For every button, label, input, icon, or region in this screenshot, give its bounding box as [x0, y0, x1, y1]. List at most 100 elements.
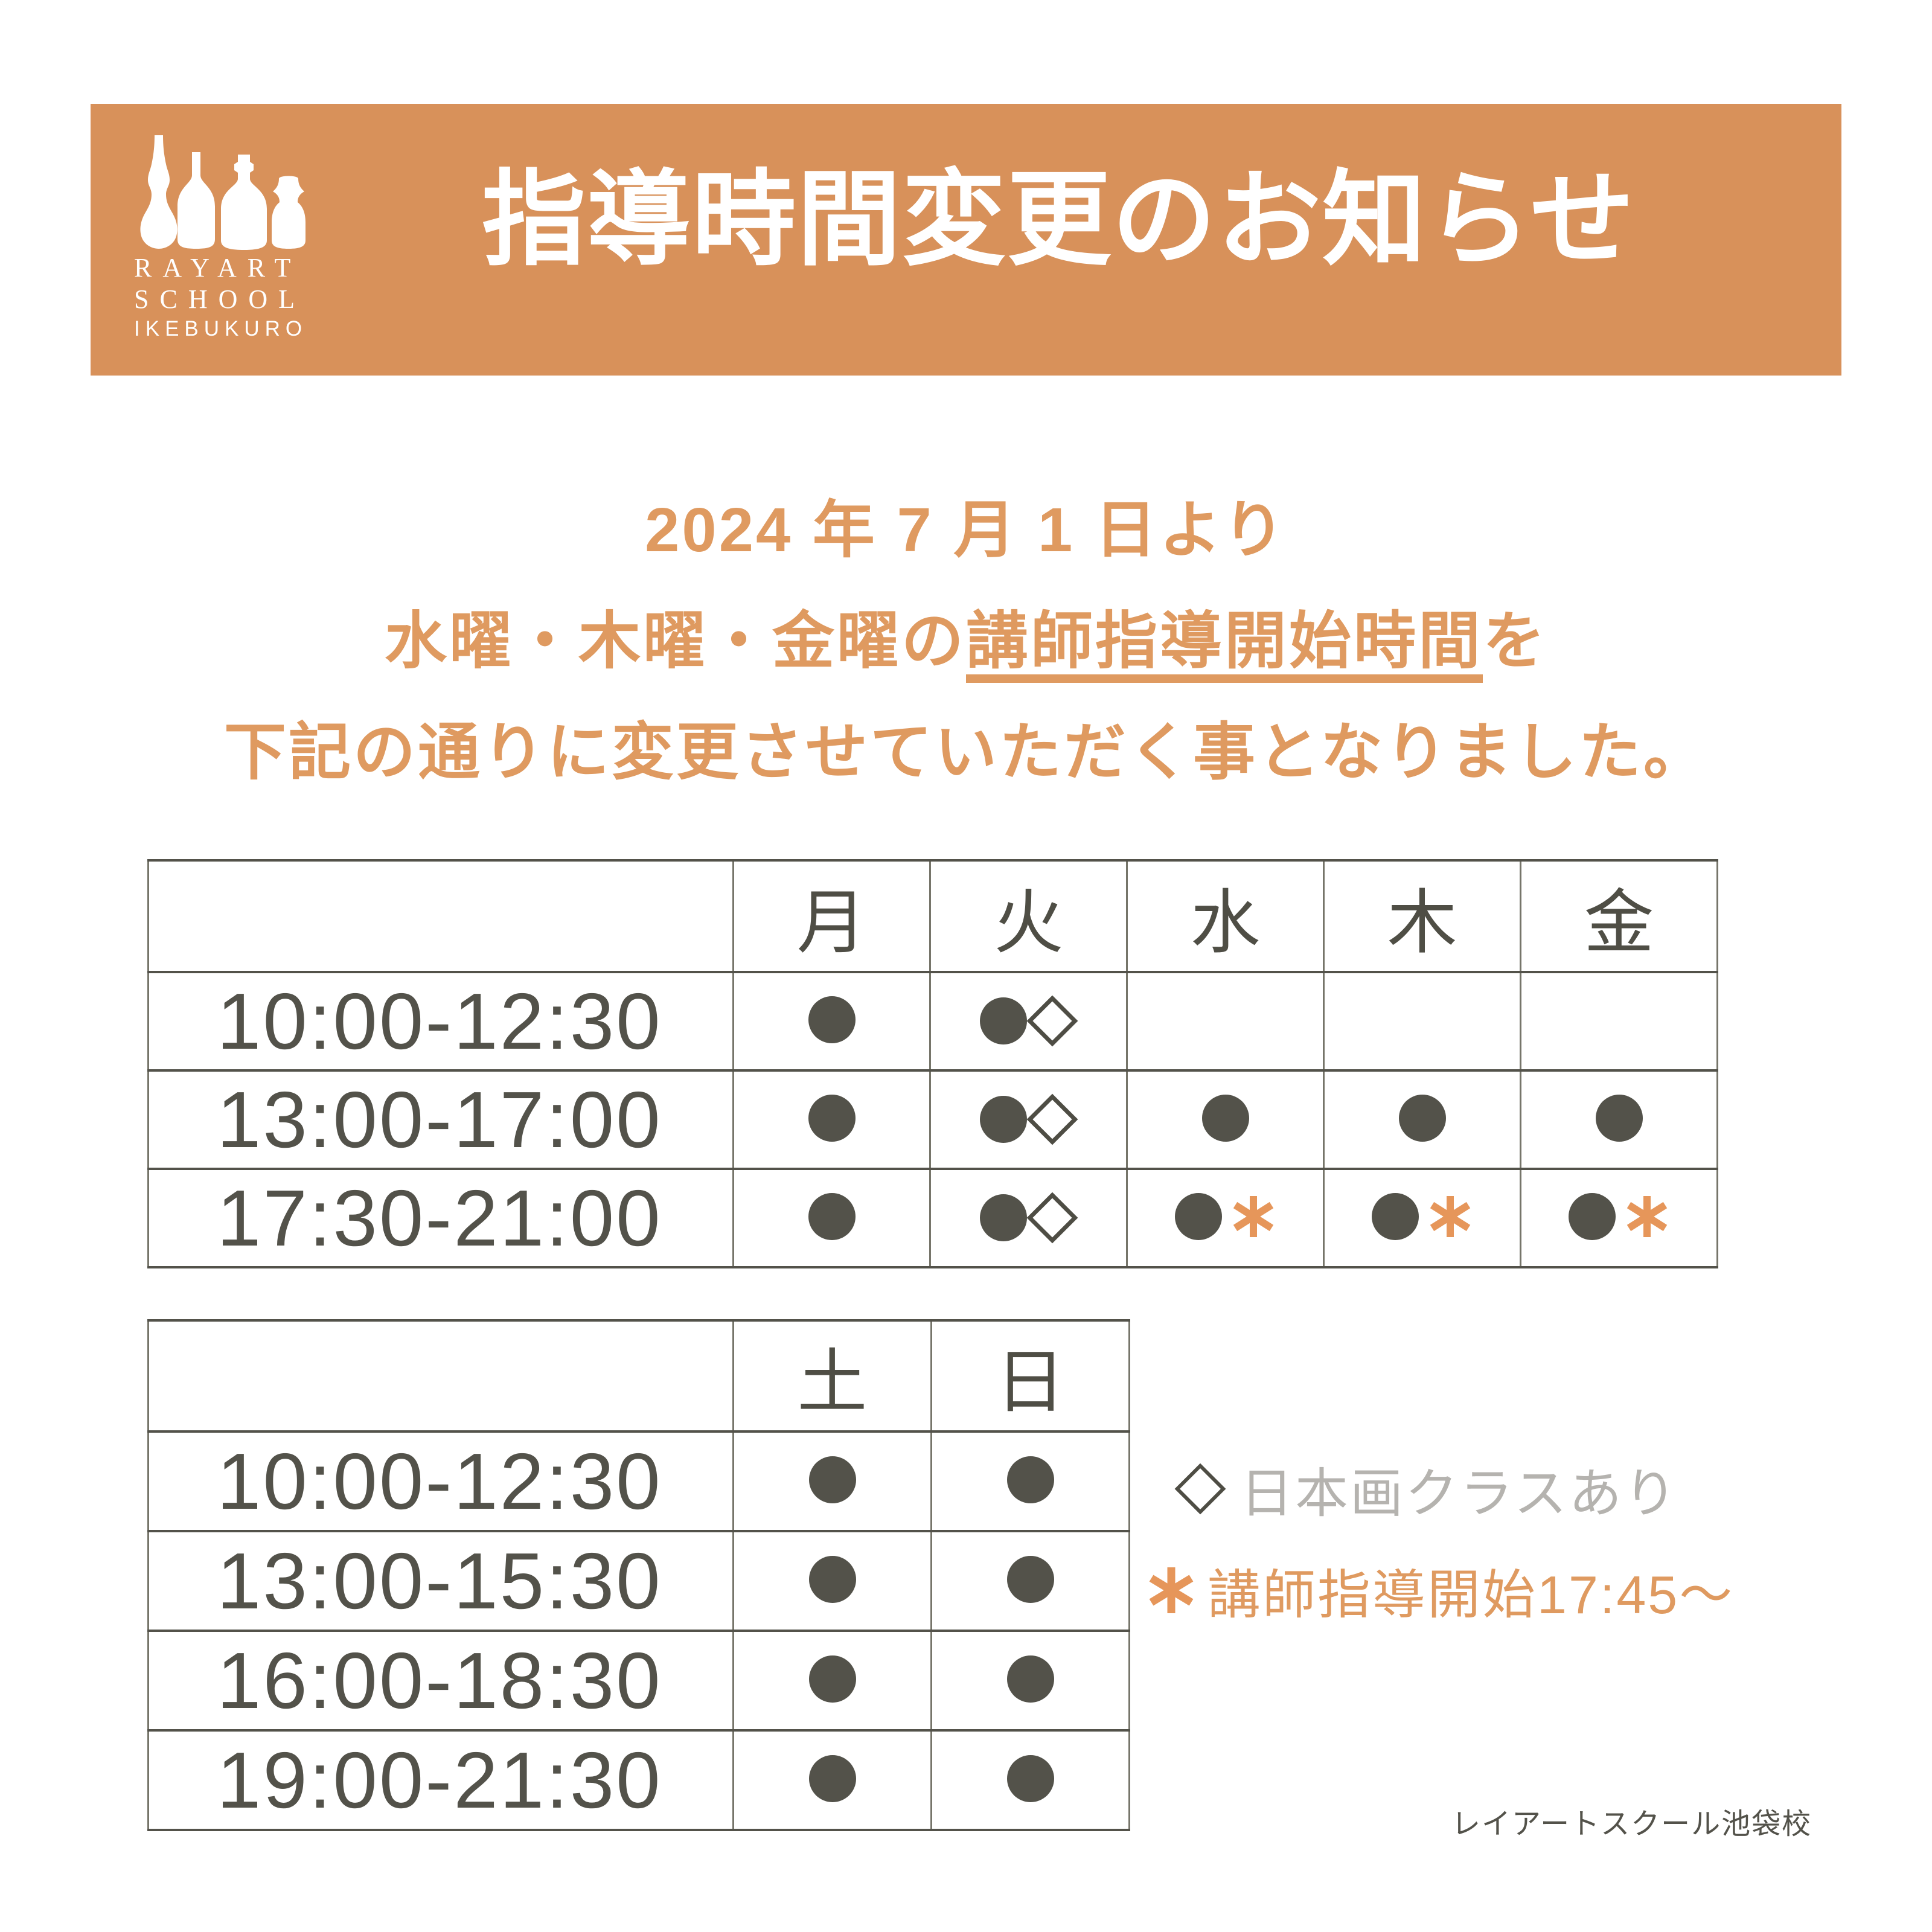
cell-symbols: [1006, 1755, 1054, 1802]
cell-symbols: [808, 1556, 856, 1603]
nihonga-diamond-icon: [1026, 995, 1078, 1046]
class-dot-icon: [1006, 1556, 1054, 1603]
notice-title: 指導時間変更のお知らせ: [482, 162, 1636, 278]
cell-symbols: [1398, 1095, 1446, 1142]
schedule-cell: [930, 1630, 1130, 1732]
schedule-cell: [930, 1430, 1130, 1532]
day-header: 月: [732, 859, 931, 973]
legend-nihonga-text: 日本画クラスあり: [1240, 1463, 1679, 1523]
schedule-row: 13:00-15:30: [147, 1530, 1130, 1632]
intro-line-days: 水曜・木曜・金曜の講師指導開始時間を: [0, 586, 1932, 697]
time-column-header: [147, 1319, 734, 1433]
class-dot-icon: [1174, 1193, 1222, 1240]
day-header: 日: [930, 1319, 1130, 1433]
class-dot-icon: [1006, 1655, 1054, 1703]
day-header-row: 土日: [147, 1319, 1130, 1433]
class-dot-icon: [1568, 1193, 1616, 1240]
schedule-cell: [930, 1530, 1130, 1632]
late-start-asterisk-icon: [1627, 1196, 1667, 1237]
schedule-row: 16:00-18:30: [147, 1630, 1130, 1732]
late-start-asterisk-icon: [1233, 1196, 1273, 1237]
logo-name-line1: RAYART: [134, 253, 302, 283]
legend-late-start-text: 講師指導開始17:45〜: [1208, 1564, 1735, 1625]
time-slot-label: 10:00-12:30: [147, 1430, 734, 1532]
class-dot-icon: [808, 1095, 856, 1142]
day-header-row: 月火水木金: [147, 859, 1718, 973]
schedule-row: 10:00-12:30: [147, 1430, 1130, 1532]
day-header: 火: [929, 859, 1128, 973]
cell-symbols: [808, 1095, 856, 1142]
schedule-cell: [732, 1430, 932, 1532]
schedule-cell: [929, 1069, 1128, 1170]
schedule-cell: [1323, 1168, 1521, 1268]
schedule-cell: [930, 1729, 1130, 1831]
cell-symbols: [808, 996, 856, 1043]
class-dot-icon: [808, 1556, 856, 1603]
intro-line2-underlined: 講師指導開始時間: [966, 607, 1483, 683]
class-dot-icon: [808, 1456, 856, 1503]
cell-symbols: [1174, 1193, 1276, 1240]
cell-symbols: [1006, 1556, 1054, 1603]
intro-line2-suffix: を: [1483, 606, 1547, 676]
time-slot-label: 13:00-15:30: [147, 1530, 734, 1632]
intro-line-date: 2024 年 7 月 1 日より: [645, 495, 1287, 565]
schedule-cell: [1323, 1069, 1521, 1170]
late-start-asterisk-icon: [1149, 1567, 1194, 1613]
legend-late-start-note: 講師指導開始17:45〜: [1146, 1556, 1734, 1625]
school-name-credit: レイアートスクール池袋校: [1451, 1808, 1812, 1840]
time-column-header: [147, 859, 734, 973]
class-dot-icon: [808, 1655, 856, 1703]
cell-symbols: [1568, 1193, 1670, 1240]
class-dot-icon: [808, 1755, 856, 1802]
logo-name-line2: SCHOOL: [134, 284, 306, 314]
schedule-cell: [929, 971, 1128, 1072]
day-header: 土: [732, 1319, 932, 1433]
cell-symbols: [1006, 1655, 1054, 1703]
time-slot-label: 16:00-18:30: [147, 1630, 734, 1732]
intro-line-change: 下記の通りに変更させていただく事となりました。: [224, 717, 1708, 787]
class-dot-icon: [808, 1193, 856, 1240]
intro-line2-prefix: 水曜・木曜・金曜の: [385, 606, 966, 676]
cell-symbols: [1201, 1095, 1249, 1142]
time-slot-label: 19:00-21:30: [147, 1729, 734, 1831]
day-header: 木: [1323, 859, 1521, 973]
schedule-cell: [1520, 971, 1718, 1072]
cell-symbols: [808, 1755, 856, 1802]
notice-banner: RAYART SCHOOL IKEBUKURO 指導時間変更のお知らせ: [91, 104, 1841, 376]
schedule-cell: [1126, 1168, 1325, 1268]
cell-symbols: [979, 1192, 1078, 1243]
nihonga-diamond-icon: [1026, 1093, 1078, 1145]
intro-paragraph: 2024 年 7 月 1 日より 水曜・木曜・金曜の講師指導開始時間を 下記の通…: [0, 475, 1932, 808]
time-slot-label: 17:30-21:00: [147, 1168, 734, 1268]
class-dot-icon: [1398, 1095, 1446, 1142]
weekend-schedule-table: 土日 10:00-12:30 13:00-15:30 16:00-18:30 19:00…: [147, 1319, 1130, 1831]
cell-symbols: [979, 995, 1078, 1046]
cell-symbols: [1595, 1095, 1643, 1142]
schedule-row: 13:00-17:00: [147, 1069, 1718, 1170]
schedule-cell: [732, 1729, 932, 1831]
cell-symbols: [1371, 1193, 1473, 1240]
schedule-cell: [1520, 1168, 1718, 1268]
class-dot-icon: [979, 1095, 1027, 1143]
nihonga-diamond-icon: [1174, 1463, 1226, 1515]
cell-symbols: [1006, 1456, 1054, 1503]
class-dot-icon: [1595, 1095, 1643, 1142]
schedule-row: 19:00-21:30: [147, 1729, 1130, 1831]
weekday-schedule-table: 月火水木金 10:00-12:30 13:00-17:00 17:30-21:00: [147, 859, 1718, 1268]
logo-name-line3: IKEBUKURO: [134, 317, 308, 341]
class-dot-icon: [808, 996, 856, 1043]
cell-symbols: [808, 1456, 856, 1503]
schedule-cell: [929, 1168, 1128, 1268]
cell-symbols: [808, 1193, 856, 1240]
class-dot-icon: [979, 1194, 1027, 1241]
bottles-logo-icon: [140, 135, 305, 250]
schedule-row: 17:30-21:00: [147, 1168, 1718, 1268]
schedule-cell: [1323, 971, 1521, 1072]
day-header: 金: [1520, 859, 1718, 973]
cell-symbols: [979, 1093, 1078, 1145]
class-dot-icon: [1371, 1193, 1419, 1240]
class-dot-icon: [979, 997, 1027, 1044]
schedule-cell: [732, 1630, 932, 1732]
time-slot-label: 10:00-12:30: [147, 971, 734, 1072]
nihonga-diamond-icon: [1026, 1192, 1078, 1243]
